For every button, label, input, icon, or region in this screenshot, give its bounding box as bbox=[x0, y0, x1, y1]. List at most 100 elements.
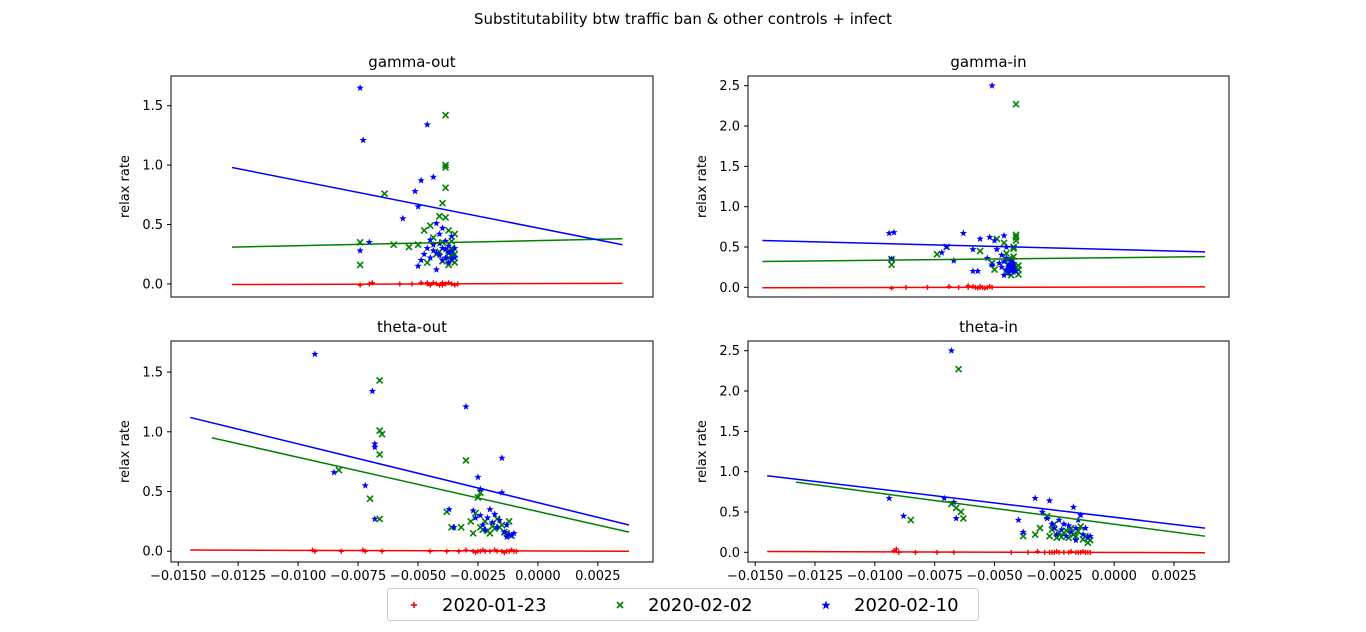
data-point bbox=[448, 232, 456, 240]
data-point bbox=[486, 505, 494, 513]
data-point bbox=[444, 242, 453, 249]
data-point bbox=[371, 439, 379, 447]
data-point bbox=[444, 249, 453, 257]
y-tick-label: 2.5 bbox=[719, 79, 740, 94]
data-point bbox=[476, 489, 484, 497]
data-point bbox=[1077, 511, 1085, 519]
x-tick-label: −0.0150 bbox=[150, 569, 206, 584]
data-point bbox=[469, 529, 477, 537]
data-point bbox=[488, 518, 496, 526]
data-point bbox=[503, 533, 511, 540]
x-tick-label: −0.0025 bbox=[450, 569, 506, 584]
data-point bbox=[1000, 257, 1008, 265]
data-point bbox=[969, 245, 977, 253]
data-point bbox=[983, 254, 991, 262]
data-point bbox=[420, 226, 428, 235]
data-point bbox=[493, 523, 501, 531]
data-point bbox=[356, 261, 364, 269]
data-point bbox=[1031, 494, 1039, 502]
data-point bbox=[335, 466, 343, 474]
data-point bbox=[330, 468, 338, 476]
data-point bbox=[990, 236, 999, 244]
y-axis-label: relax rate bbox=[695, 155, 710, 218]
data-point bbox=[1067, 528, 1075, 536]
data-point bbox=[1062, 532, 1070, 540]
fit-line-2020-02-10 bbox=[767, 474, 1206, 529]
data-point bbox=[907, 516, 915, 524]
data-point bbox=[444, 258, 453, 266]
axes-frame bbox=[170, 75, 654, 298]
x-tick-label: 0.0025 bbox=[575, 569, 621, 584]
x-tick-label: 0.0025 bbox=[1151, 569, 1197, 584]
data-point bbox=[435, 230, 444, 238]
data-point bbox=[357, 282, 363, 288]
axes-frame bbox=[747, 340, 1230, 563]
data-point bbox=[887, 255, 896, 263]
y-axis-label: relax rate bbox=[118, 155, 133, 218]
data-point bbox=[438, 224, 447, 232]
data-point bbox=[498, 488, 506, 496]
data-point bbox=[1068, 549, 1074, 555]
data-point bbox=[933, 250, 941, 258]
data-point bbox=[1019, 532, 1027, 540]
data-point bbox=[1048, 520, 1056, 528]
x-tick-label: 0.0000 bbox=[1091, 569, 1137, 584]
data-point bbox=[445, 505, 453, 513]
data-point bbox=[1072, 524, 1080, 532]
data-point bbox=[476, 511, 484, 519]
y-axis-label: relax rate bbox=[118, 420, 133, 483]
data-point bbox=[432, 265, 441, 273]
data-point bbox=[885, 494, 893, 502]
data-point bbox=[441, 245, 450, 253]
data-point bbox=[500, 528, 508, 536]
data-point bbox=[1084, 534, 1092, 541]
data-point bbox=[457, 523, 465, 531]
data-point bbox=[435, 212, 444, 220]
data-point bbox=[1053, 530, 1061, 538]
data-point bbox=[338, 548, 344, 554]
data-point bbox=[507, 531, 516, 539]
data-point bbox=[969, 267, 977, 275]
data-point bbox=[993, 245, 1001, 253]
data-point bbox=[411, 187, 419, 195]
fit-line-2020-02-10 bbox=[762, 239, 1206, 253]
fit-line-2020-01-23 bbox=[190, 549, 630, 552]
data-point bbox=[491, 510, 499, 518]
y-tick-label: 0.0 bbox=[719, 546, 740, 561]
data-point bbox=[959, 514, 967, 523]
data-point bbox=[495, 516, 504, 524]
y-tick-label: 0.5 bbox=[142, 218, 163, 233]
y-axis-label: relax rate bbox=[695, 420, 710, 483]
data-point bbox=[481, 525, 489, 533]
subplot-title: theta-in bbox=[959, 318, 1018, 336]
data-point bbox=[361, 481, 369, 489]
data-point bbox=[885, 229, 893, 237]
data-point bbox=[940, 494, 948, 502]
plot-area bbox=[767, 346, 1206, 555]
data-point bbox=[368, 387, 377, 395]
data-point bbox=[1012, 233, 1020, 241]
data-point bbox=[451, 244, 459, 252]
x-tick-label: −0.0125 bbox=[787, 569, 843, 584]
data-point bbox=[438, 256, 447, 264]
data-point bbox=[462, 402, 470, 410]
data-point bbox=[441, 111, 450, 119]
y-tick-label: 1.0 bbox=[142, 159, 163, 174]
data-point bbox=[1012, 100, 1020, 108]
data-point bbox=[1014, 261, 1022, 270]
data-point bbox=[1005, 262, 1013, 270]
fit-line-2020-02-02 bbox=[211, 437, 630, 533]
x-tick-label: −0.0050 bbox=[966, 569, 1022, 584]
y-tick-label: 1.5 bbox=[719, 425, 740, 440]
data-point bbox=[356, 246, 364, 254]
data-point bbox=[471, 514, 480, 521]
legend-item-2020-01-23: 2020-01-23 bbox=[396, 593, 547, 617]
y-tick-label: 2.0 bbox=[719, 120, 740, 135]
data-point bbox=[441, 237, 450, 245]
data-point bbox=[1043, 514, 1051, 522]
data-point bbox=[1036, 524, 1044, 532]
subplot-gamma-out: gamma-out relax rate 0.0 0.5 1.0 1.5 bbox=[118, 53, 654, 298]
data-point bbox=[995, 259, 1003, 267]
data-point bbox=[938, 248, 946, 256]
data-point bbox=[1019, 528, 1027, 536]
